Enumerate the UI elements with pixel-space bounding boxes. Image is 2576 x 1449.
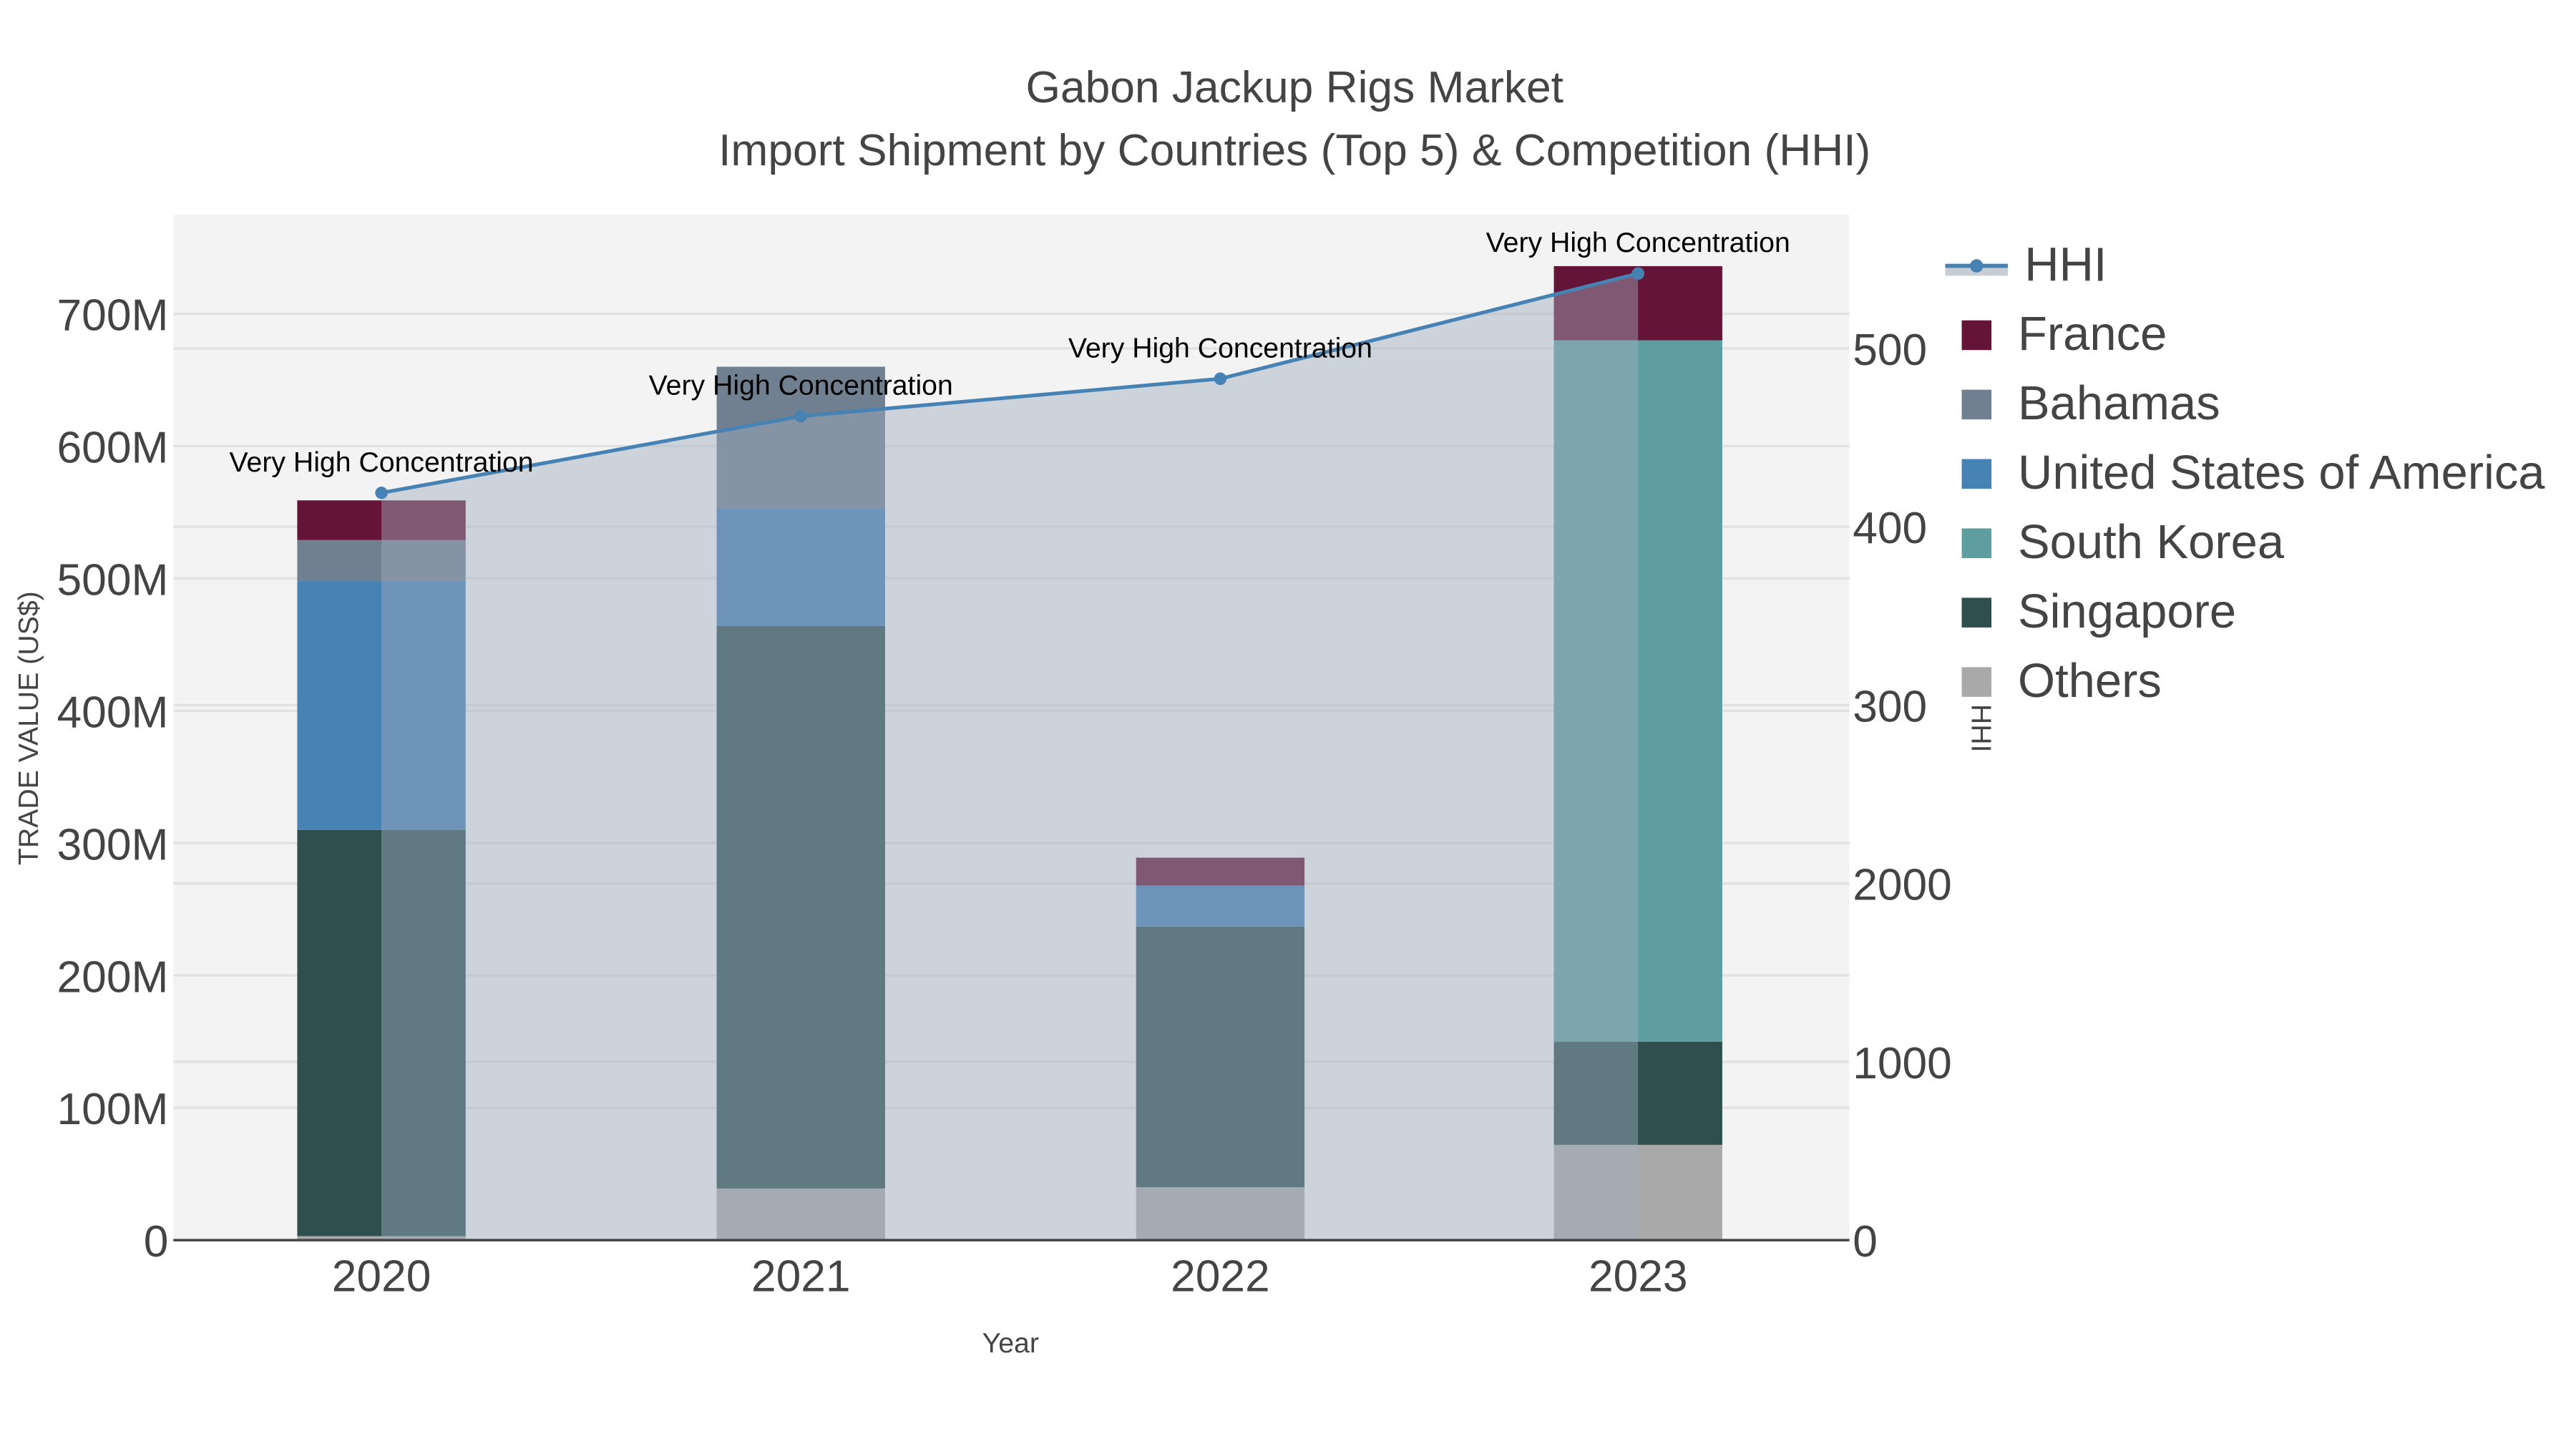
bar-segment-united-states-of-america — [297, 581, 466, 830]
x-axis-title: Year — [982, 1327, 1039, 1359]
legend-label: Others — [2018, 655, 2162, 708]
legend-label: Bahamas — [2018, 377, 2220, 431]
legend-item-others[interactable]: Others — [1945, 648, 2545, 717]
y-tick-label: 400M — [57, 688, 169, 737]
y2-tick-label: 1000 — [1853, 1039, 1952, 1088]
bar-segment-others — [1553, 1144, 1722, 1241]
y2-tick-label: 0 — [1853, 1217, 1878, 1267]
bar-segment-bahamas — [297, 540, 466, 582]
x-tick-label: 2020 — [332, 1252, 431, 1302]
y-tick-label: 700M — [57, 291, 169, 341]
bar-segment-others — [297, 1236, 466, 1241]
hhi-area — [381, 273, 1639, 1241]
x-tick-label: 2022 — [1171, 1252, 1270, 1302]
legend-label: France — [2018, 308, 2167, 361]
y2-axis-title: HHI — [1965, 704, 1996, 753]
legend: HHI France Bahamas United States of America… — [1945, 231, 2545, 716]
y-tick-label: 0 — [144, 1217, 169, 1267]
hhi-annotation: Very High Concentration — [649, 370, 953, 401]
y2-tick-label: 2000 — [1853, 861, 1952, 910]
line-marker-icon — [1945, 251, 2009, 281]
color-swatch-icon — [1961, 667, 1992, 697]
legend-label: United States of America — [2018, 447, 2545, 500]
y-tick-label: 300M — [57, 820, 169, 869]
color-swatch-icon — [1961, 597, 1992, 628]
legend-item-bahamas[interactable]: Bahamas — [1945, 370, 2545, 439]
y2-tick-label: 300 — [1853, 682, 1927, 731]
y2-tick-label: 400 — [1853, 504, 1927, 553]
y-axis-title: TRADE VALUE (US$) — [13, 591, 44, 865]
bar-segment-others — [1136, 1187, 1305, 1241]
legend-item-france[interactable]: France — [1945, 301, 2545, 370]
hhi-marker[interactable] — [794, 409, 808, 423]
bar-segment-singapore — [297, 829, 466, 1236]
bar-segment-singapore — [716, 625, 885, 1189]
x-tick-label: 2021 — [751, 1252, 851, 1302]
hhi-marker[interactable] — [1631, 267, 1645, 280]
bar-segment-others — [716, 1188, 885, 1241]
legend-item-united-states-of-america[interactable]: United States of America — [1945, 439, 2545, 509]
color-swatch-icon — [1961, 459, 1992, 489]
bar-segment-united-states-of-america — [1136, 885, 1305, 927]
y-tick-label: 500M — [57, 555, 169, 605]
hhi-marker[interactable] — [1214, 372, 1227, 386]
hhi-annotation: Very High Concentration — [1068, 332, 1372, 364]
hhi-annotation: Very High Concentration — [230, 447, 534, 478]
y-tick-label: 600M — [57, 424, 169, 473]
hhi-line — [381, 271, 1639, 495]
chart-title-line1: Gabon Jackup Rigs Market — [1025, 62, 1563, 112]
color-swatch-icon — [1961, 528, 1992, 559]
legend-label: South Korea — [2018, 516, 2285, 570]
bar-segment-singapore — [1553, 1041, 1722, 1145]
y2-tick-label: 500 — [1853, 326, 1927, 375]
bar-segment-singapore — [1136, 926, 1305, 1188]
x-tick-label: 2023 — [1589, 1252, 1688, 1302]
bar-segment-south-korea — [1553, 340, 1722, 1042]
legend-item-singapore[interactable]: Singapore — [1945, 578, 2545, 648]
hhi-marker[interactable] — [375, 487, 388, 499]
color-swatch-icon — [1961, 320, 1992, 351]
legend-label: HHI — [2024, 238, 2107, 292]
legend-item-south-korea[interactable]: South Korea — [1945, 509, 2545, 578]
y-tick-label: 100M — [57, 1085, 169, 1134]
bar-segment-united-states-of-america — [716, 508, 885, 626]
legend-label: Singapore — [2018, 585, 2237, 638]
color-swatch-icon — [1961, 389, 1992, 420]
chart-title-line2: Import Shipment by Countries (Top 5) & C… — [718, 125, 1871, 175]
hhi-annotation: Very High Concentration — [1486, 227, 1790, 258]
bar-segment-france — [297, 500, 466, 540]
legend-item-hhi[interactable]: HHI — [1945, 231, 2545, 301]
y-tick-label: 200M — [57, 952, 169, 1002]
bar-segment-bahamas — [716, 366, 885, 509]
bar-segment-france — [1136, 857, 1305, 886]
